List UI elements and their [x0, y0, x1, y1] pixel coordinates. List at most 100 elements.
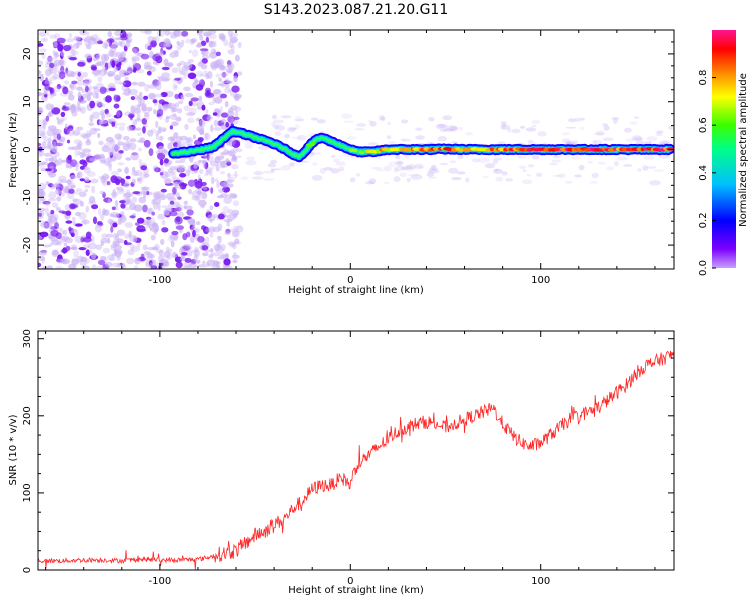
- noise-blob: [38, 162, 41, 167]
- noise-blob: [130, 96, 136, 101]
- noise-blob: [38, 107, 44, 115]
- noise-blob: [399, 172, 408, 178]
- noise-blob: [72, 221, 77, 226]
- noise-blob: [123, 207, 131, 211]
- noise-blob: [227, 30, 233, 38]
- noise-blob: [163, 251, 171, 258]
- noise-blob: [105, 233, 114, 238]
- noise-blob: [77, 150, 81, 156]
- noise-blob: [223, 39, 229, 47]
- noise-blob: [193, 249, 200, 257]
- noise-blob: [230, 156, 237, 162]
- noise-blob: [427, 176, 437, 179]
- noise-blob: [155, 132, 160, 141]
- noise-blob: [418, 166, 424, 169]
- noise-blob: [273, 119, 285, 124]
- noise-blob: [157, 78, 162, 86]
- noise-blob: [232, 259, 238, 264]
- noise-blob: [48, 110, 52, 116]
- noise-blob: [100, 241, 104, 247]
- noise-blob: [95, 62, 102, 67]
- noise-blob: [91, 66, 97, 71]
- noise-blob: [86, 94, 92, 102]
- noise-blob: [100, 176, 107, 184]
- noise-blob: [217, 195, 224, 199]
- spectrogram-y-axis-label: Frequency (Hz): [8, 112, 19, 188]
- noise-blob: [233, 194, 238, 199]
- noise-blob: [140, 165, 148, 171]
- colorbar-gradient: [712, 30, 736, 268]
- noise-blob: [129, 88, 138, 96]
- noise-blob: [42, 244, 51, 248]
- noise-blob: [178, 165, 187, 173]
- noise-blob: [210, 187, 214, 194]
- noise-blob: [202, 252, 209, 257]
- noise-blob: [167, 136, 175, 142]
- noise-blob: [117, 168, 123, 173]
- noise-blob: [61, 185, 70, 193]
- noise-blob: [160, 188, 167, 193]
- noise-blob: [106, 181, 111, 186]
- noise-blob: [190, 97, 199, 102]
- noise-blob: [52, 139, 58, 147]
- noise-blob: [435, 123, 446, 130]
- noise-blob: [195, 228, 200, 234]
- noise-blob: [69, 50, 79, 56]
- noise-blob: [203, 70, 208, 75]
- noise-blob: [88, 200, 97, 206]
- noise-blob: [167, 168, 174, 173]
- noise-blob: [187, 59, 194, 63]
- noise-blob: [67, 165, 73, 169]
- noise-blob: [79, 178, 86, 182]
- noise-blob: [148, 84, 157, 89]
- noise-blob: [143, 251, 151, 255]
- noise-blob: [176, 63, 182, 67]
- noise-blob: [643, 156, 655, 160]
- noise-blob: [166, 115, 171, 119]
- noise-blob: [201, 104, 206, 111]
- noise-blob: [222, 205, 230, 214]
- noise-blob: [220, 182, 228, 189]
- noise-blob: [215, 73, 220, 78]
- noise-blob: [656, 130, 664, 134]
- noise-blob: [111, 60, 116, 68]
- noise-blob: [218, 78, 222, 83]
- noise-blob: [158, 259, 166, 263]
- noise-blob: [51, 107, 61, 115]
- noise-blob: [568, 118, 577, 123]
- noise-blob: [49, 87, 55, 95]
- noise-blob: [132, 191, 141, 195]
- noise-blob: [186, 209, 194, 216]
- signal-cell: [636, 147, 642, 151]
- noise-blob: [495, 176, 504, 182]
- noise-blob: [201, 191, 208, 200]
- noise-blob: [148, 223, 154, 230]
- noise-blob: [140, 186, 150, 191]
- noise-blob: [202, 226, 210, 235]
- noise-blob: [191, 190, 200, 198]
- noise-blob: [88, 250, 93, 254]
- noise-blob: [184, 123, 189, 131]
- noise-blob: [218, 188, 225, 193]
- noise-blob: [622, 164, 633, 167]
- noise-blob: [167, 31, 176, 36]
- y-tick-label: 100: [22, 483, 33, 502]
- noise-blob: [47, 198, 57, 202]
- noise-blob: [181, 252, 188, 256]
- noise-blob: [170, 170, 176, 175]
- noise-blob: [87, 242, 97, 250]
- noise-blob: [160, 238, 165, 245]
- noise-blob: [92, 86, 98, 90]
- noise-blob: [262, 170, 274, 174]
- y-tick-label: 0: [22, 146, 33, 152]
- signal-cell: [311, 140, 316, 145]
- noise-blob: [451, 177, 462, 181]
- colorbar-tick-label: 0.6: [698, 117, 709, 133]
- noise-blob: [602, 137, 614, 142]
- noise-blob: [56, 207, 61, 212]
- noise-blob: [71, 244, 77, 250]
- noise-blob: [114, 30, 123, 37]
- noise-blob: [131, 81, 138, 86]
- noise-blob: [393, 176, 401, 183]
- noise-blob: [200, 40, 207, 47]
